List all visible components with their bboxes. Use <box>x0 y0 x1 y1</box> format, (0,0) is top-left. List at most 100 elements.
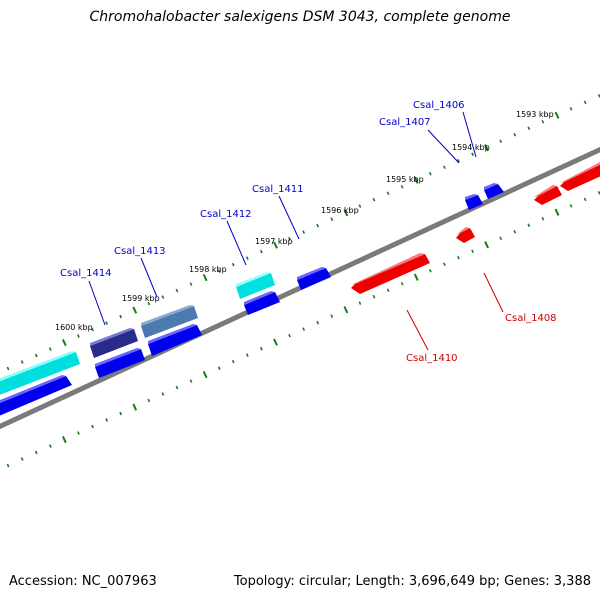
tick-mark <box>132 403 138 411</box>
gene-label[interactable]: Csal_1410 <box>406 353 458 364</box>
genes-forward-inner <box>0 291 280 418</box>
tick-mark <box>471 249 474 254</box>
tick-mark <box>413 176 419 184</box>
tick-mark <box>413 273 419 281</box>
tick-mark <box>273 241 278 249</box>
gene-csal-1408[interactable] <box>456 227 475 243</box>
tick-mark <box>105 321 109 325</box>
tick-mark <box>245 353 249 357</box>
tick-mark <box>202 370 208 379</box>
tick-mark <box>217 269 221 273</box>
kbp-label: 1599 kbp <box>122 294 160 303</box>
kbp-label: 1594 kbp <box>452 143 490 152</box>
map-title: Chromohalobacter salexigens DSM 3043, co… <box>89 9 511 25</box>
gene-label[interactable]: Csal_1414 <box>60 268 112 279</box>
gene-csal-1412[interactable] <box>236 272 275 299</box>
tick-mark <box>175 288 179 293</box>
tick-mark <box>316 223 320 228</box>
tick-mark <box>132 306 138 314</box>
gene-label[interactable]: Csal_1406 <box>413 100 465 111</box>
gene-csal-1410[interactable] <box>351 253 430 294</box>
tick-mark <box>343 306 349 314</box>
kbp-label: 1597 kbp <box>255 237 293 246</box>
tick-mark <box>259 249 263 254</box>
gene-label[interactable]: Csal_1411 <box>252 184 304 195</box>
tick-mark <box>499 236 503 241</box>
tick-mark <box>231 359 235 364</box>
tick-mark <box>77 334 80 338</box>
tick-mark <box>527 223 531 228</box>
tick-mark <box>302 327 306 331</box>
gene-csal-1407[interactable] <box>465 194 483 210</box>
kbp-label: 1598 kbp <box>189 265 227 274</box>
tick-mark <box>48 444 52 448</box>
accession-text: Accession: NC_007963 <box>9 574 157 589</box>
tick-mark <box>513 132 517 137</box>
tick-mark <box>91 327 94 332</box>
gene-blue-inner-3[interactable] <box>148 324 202 356</box>
gene-red-right-1[interactable] <box>534 185 562 205</box>
tick-mark <box>569 107 573 111</box>
tick-mark <box>527 126 531 131</box>
backbone-line <box>0 146 600 430</box>
tick-mark <box>428 171 432 176</box>
tick-mark <box>442 262 446 267</box>
kbp-label: 1600 kbp <box>55 323 93 332</box>
kbp-label: 1593 kbp <box>516 110 554 119</box>
tick-mark <box>471 152 474 157</box>
tick-mark <box>569 204 573 208</box>
tick-mark <box>6 463 10 468</box>
leader-lines <box>88 111 504 351</box>
tick-mark <box>288 236 291 241</box>
gene-csal-1414[interactable] <box>0 351 80 397</box>
tick-mark <box>6 366 10 371</box>
tick-mark <box>147 301 151 306</box>
tick-mark <box>189 282 193 286</box>
tick-mark <box>119 411 123 416</box>
tick-mark <box>217 366 221 370</box>
tick-mark <box>400 184 404 189</box>
tick-mark <box>583 197 587 202</box>
tick-mark <box>91 424 94 429</box>
tick-mark <box>20 360 24 364</box>
genes-reverse <box>351 159 600 294</box>
tick-mark <box>386 288 390 293</box>
tick-mark <box>61 435 67 444</box>
tick-mark <box>119 314 123 319</box>
tick-mark <box>147 398 151 403</box>
genes-forward-outer <box>0 183 504 397</box>
gene-label[interactable]: Csal_1413 <box>114 246 166 257</box>
gene-csal-1412-outer[interactable] <box>141 305 198 338</box>
tick-mark <box>175 385 179 390</box>
gene-label[interactable]: Csal_1408 <box>505 313 557 324</box>
tick-mark <box>245 256 249 260</box>
tick-mark <box>372 294 376 299</box>
tick-mark <box>386 191 390 196</box>
tick-mark <box>343 209 349 217</box>
tick-mark <box>457 158 460 163</box>
kbp-label: 1595 kbp <box>386 175 424 184</box>
tick-mark <box>302 230 306 234</box>
tick-mark <box>484 144 490 152</box>
tick-mark <box>161 295 165 299</box>
gene-red-right-2[interactable] <box>560 159 600 191</box>
gene-label[interactable]: Csal_1407 <box>379 117 431 128</box>
tick-mark <box>77 431 80 435</box>
gene-csal-1411[interactable] <box>297 267 331 290</box>
tick-mark <box>61 338 67 347</box>
tick-mark <box>484 241 490 249</box>
tick-mark <box>513 229 517 234</box>
tick-mark <box>189 379 193 383</box>
tick-mark <box>400 281 404 286</box>
tick-mark <box>554 208 560 216</box>
tick-mark <box>428 268 432 273</box>
gene-csal-1406[interactable] <box>484 183 504 199</box>
gene-blue-inner-2[interactable] <box>95 348 145 378</box>
gene-blue-inner-4[interactable] <box>244 291 280 315</box>
tick-mark <box>358 204 362 208</box>
gene-label[interactable]: Csal_1412 <box>200 209 252 220</box>
tick-mark <box>161 392 165 396</box>
gene-csal-1413[interactable] <box>90 328 138 358</box>
kbp-labels: 1593 kbp 1594 kbp 1595 kbp 1596 kbp 1597… <box>55 110 554 332</box>
gene-blue-inner-1[interactable] <box>0 375 72 418</box>
